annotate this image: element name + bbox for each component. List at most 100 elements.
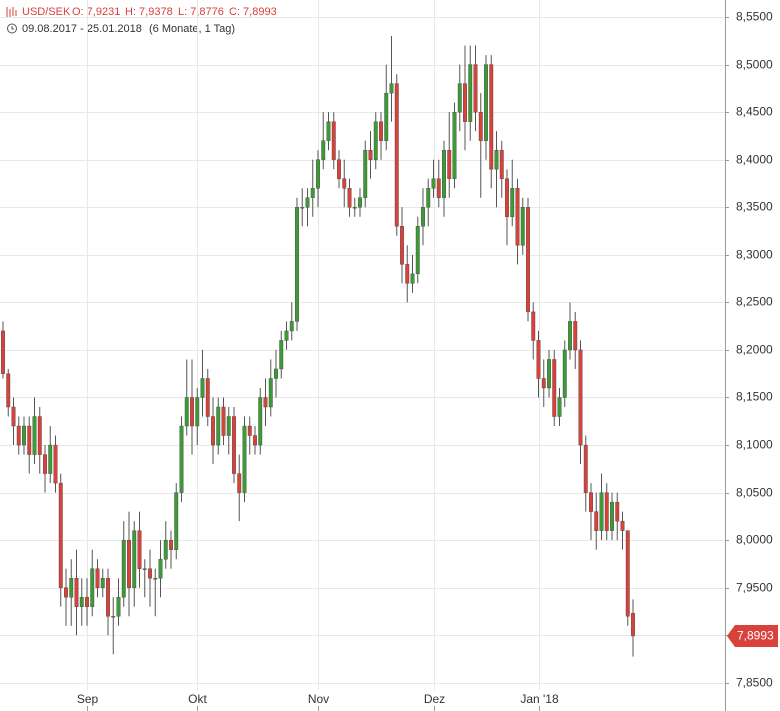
- candle-body: [148, 568, 152, 579]
- candle-body: [421, 207, 425, 227]
- candle-body: [573, 321, 578, 351]
- candle-body: [562, 349, 567, 398]
- y-tick-label: 8,2000: [736, 343, 773, 357]
- candle-body: [6, 373, 11, 408]
- candle-body: [43, 454, 47, 474]
- y-tick-label: 8,4500: [736, 105, 773, 119]
- x-tick-label: Jan '18: [520, 692, 559, 706]
- candle-body: [394, 83, 399, 227]
- candle-body: [536, 340, 541, 379]
- candle-body: [615, 501, 620, 522]
- candle-body: [631, 613, 635, 637]
- candle-body: [604, 492, 609, 531]
- header-icon: [6, 7, 17, 17]
- candle-body: [499, 149, 504, 179]
- y-tick-label: 8,3500: [736, 200, 773, 214]
- candle-body: [74, 578, 79, 607]
- candle-body: [599, 492, 604, 531]
- candle-body: [515, 188, 520, 246]
- candle-body: [373, 121, 378, 160]
- candle-body: [221, 406, 226, 436]
- candle-body: [578, 349, 583, 446]
- candle-body: [342, 178, 347, 189]
- candle-body: [547, 359, 551, 389]
- candle-body: [442, 149, 446, 198]
- candle-body: [552, 359, 557, 417]
- candle-body: [121, 539, 126, 598]
- candle-body: [405, 264, 410, 284]
- last-price-label: 7,8993: [737, 629, 774, 643]
- candle-body: [489, 64, 494, 170]
- candle-body: [263, 397, 268, 408]
- candle-body: [316, 159, 320, 189]
- candle-body: [132, 530, 137, 588]
- symbol: USD/SEK: [22, 6, 71, 18]
- candle-body: [447, 149, 452, 179]
- x-tick-label: Sep: [77, 692, 99, 706]
- y-tick-label: 8,5000: [736, 58, 773, 72]
- candle-body: [410, 273, 415, 284]
- y-tick-label: 8,0000: [736, 533, 773, 547]
- candle-body: [331, 121, 336, 160]
- candle-body: [400, 226, 404, 265]
- candle-body: [100, 578, 105, 588]
- candle-body: [594, 511, 599, 531]
- candle-body: [258, 397, 263, 446]
- last-price-tag: [727, 624, 778, 647]
- candle-body: [274, 368, 278, 379]
- candle-body: [289, 321, 294, 332]
- candle-body: [95, 568, 100, 588]
- date-range: 09.08.2017 - 25.01.2018: [22, 23, 142, 35]
- clock-icon: [7, 23, 17, 34]
- ohlc-open: O: 7,9231: [72, 6, 120, 18]
- y-tick-label: 7,8500: [736, 676, 773, 690]
- candle-body: [90, 568, 95, 607]
- candle-body: [200, 378, 205, 398]
- candle-body: [426, 188, 431, 208]
- candle-body: [242, 425, 247, 493]
- candle-body: [111, 616, 116, 618]
- candle-body: [494, 149, 499, 170]
- candle-body: [310, 188, 315, 198]
- candle-body: [531, 311, 536, 341]
- candle-body: [321, 140, 326, 160]
- candle-body: [473, 64, 478, 113]
- candle-body: [363, 149, 368, 198]
- candle-body: [85, 597, 89, 607]
- candle-body: [116, 597, 121, 617]
- candle-body: [300, 207, 305, 209]
- candle-body: [237, 473, 242, 493]
- candle-body: [179, 425, 184, 493]
- y-tick-label: 8,1500: [736, 390, 773, 404]
- candle-body: [478, 111, 483, 141]
- candle-body: [268, 378, 273, 408]
- ohlc-close: C: 7,8993: [229, 6, 277, 18]
- candle-body: [510, 188, 515, 217]
- candle-body: [389, 83, 394, 94]
- candle-body: [526, 207, 530, 313]
- x-tick-label: Okt: [188, 692, 207, 706]
- ohlc-high: H: 7,9378: [125, 6, 173, 18]
- candle-body: [568, 321, 572, 351]
- candle-body: [620, 520, 625, 531]
- y-tick-label: 8,1000: [736, 438, 773, 452]
- candle-body: [247, 425, 252, 436]
- candle-body: [431, 178, 436, 189]
- candle-body: [279, 340, 284, 370]
- ohlc-low: L: 7,8776: [178, 6, 224, 18]
- candle-body: [347, 188, 352, 208]
- candle-body: [174, 492, 179, 550]
- candle-body: [16, 425, 21, 446]
- candle-body: [106, 578, 110, 617]
- x-tick-label: Dez: [424, 692, 445, 706]
- candle-body: [436, 178, 441, 198]
- candle-body: [58, 482, 63, 588]
- candle-body: [384, 92, 389, 141]
- candle-body: [463, 83, 467, 122]
- candle-body: [137, 530, 142, 569]
- period: (6 Monate, 1 Tag): [149, 23, 235, 35]
- candle-body: [216, 406, 221, 446]
- candle-body: [153, 578, 158, 580]
- candle-body: [452, 111, 457, 179]
